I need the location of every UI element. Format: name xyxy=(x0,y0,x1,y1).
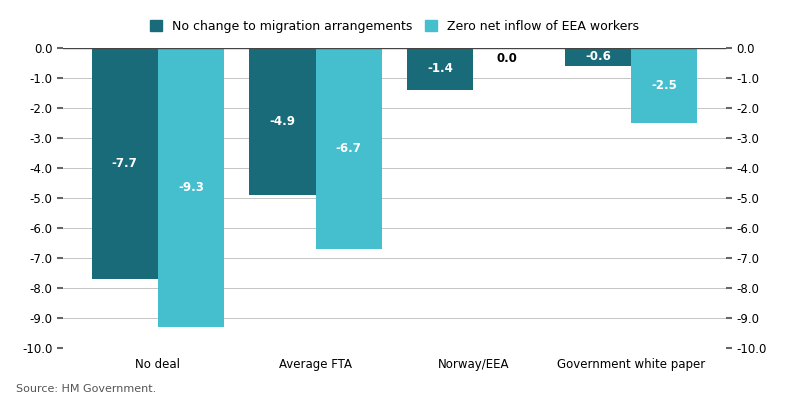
Text: Source: HM Government.: Source: HM Government. xyxy=(16,384,156,394)
Text: -7.7: -7.7 xyxy=(112,157,137,170)
Bar xyxy=(92,48,158,279)
Bar xyxy=(407,48,473,89)
Text: -9.3: -9.3 xyxy=(178,181,204,194)
Bar xyxy=(158,48,224,327)
Text: 0.0: 0.0 xyxy=(496,52,517,65)
Bar xyxy=(565,48,631,66)
Text: -0.6: -0.6 xyxy=(585,50,611,63)
Legend: No change to migration arrangements, Zero net inflow of EEA workers: No change to migration arrangements, Zer… xyxy=(144,15,645,38)
Bar xyxy=(249,48,316,195)
Text: -1.4: -1.4 xyxy=(428,62,453,75)
Bar xyxy=(316,48,382,249)
Text: -4.9: -4.9 xyxy=(270,115,295,128)
Bar xyxy=(631,48,697,123)
Text: -2.5: -2.5 xyxy=(652,79,677,91)
Text: -6.7: -6.7 xyxy=(336,142,361,155)
